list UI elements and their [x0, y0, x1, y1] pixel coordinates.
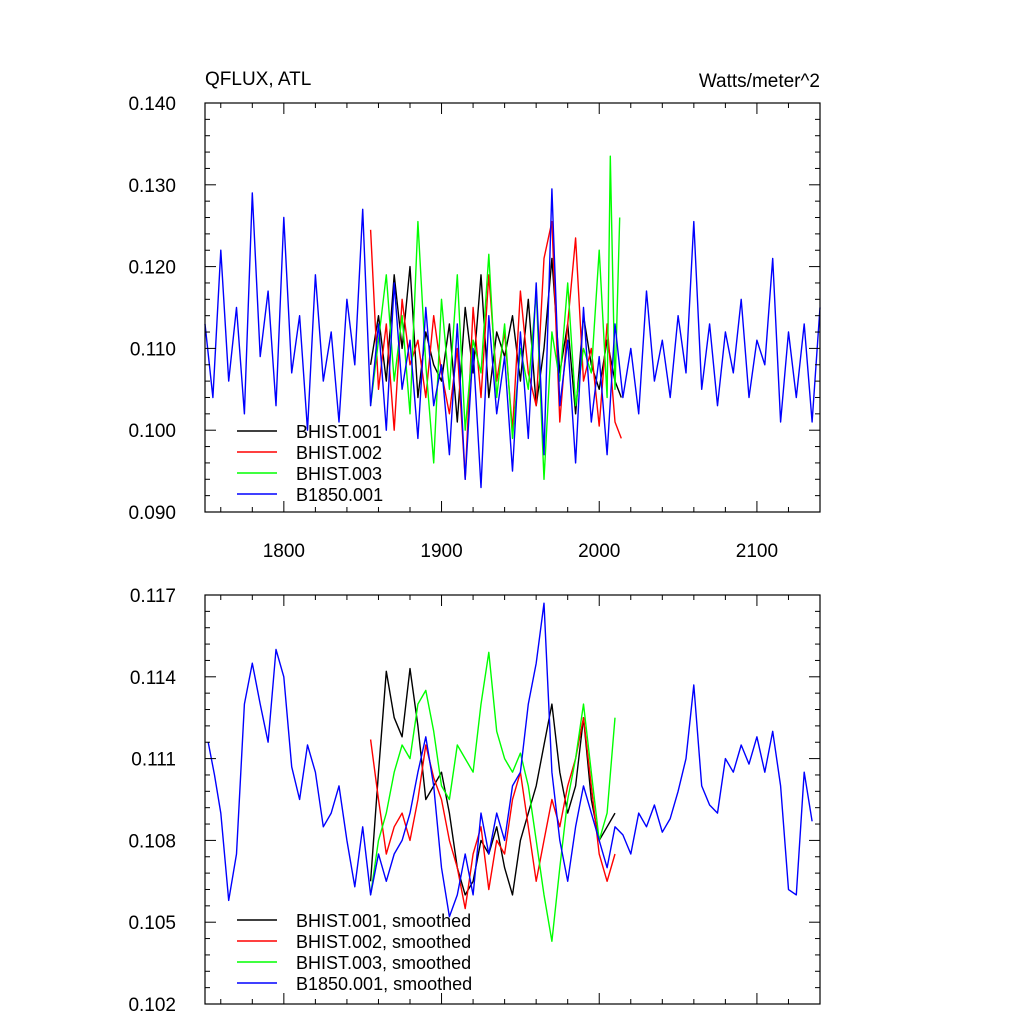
legend-label: B1850.001: [296, 485, 383, 505]
legend-label: BHIST.002, smoothed: [296, 932, 471, 952]
x-tick-label: 1800: [263, 541, 305, 562]
top-panel: QFLUX, ATL Watts/meter^2 0.090 0.100 0.110…: [128, 69, 821, 562]
plot-frame: [204, 102, 821, 513]
y-tick-label: 0.090: [128, 503, 176, 524]
y-tick-label: 0.108: [128, 831, 176, 852]
y-tick-label: 0.102: [128, 995, 176, 1016]
legend-label: BHIST.003, smoothed: [296, 953, 471, 973]
legend-label: BHIST.003: [296, 464, 382, 484]
y-tick-label: 0.114: [130, 668, 177, 689]
y-tick-label: 0.105: [128, 913, 176, 934]
y-tick-label: 0.110: [130, 339, 176, 360]
x-tick-label: 2000: [578, 541, 620, 562]
panel-title-left: QFLUX, ATL: [205, 69, 311, 90]
panel-title-right: Watts/meter^2: [699, 71, 820, 92]
series-line-bhist-003-smoothed: [369, 651, 616, 942]
y-tick-label: 0.117: [130, 586, 176, 607]
series-line-b1850-001-smoothed: [207, 602, 813, 918]
plot-frame: [204, 594, 821, 1005]
x-tick-label: 1900: [420, 541, 462, 562]
y-tick-label: 0.130: [128, 176, 176, 197]
legend-label: BHIST.002: [296, 443, 382, 463]
y-tick-label: 0.111: [131, 750, 176, 771]
series-line-b1850-001: [204, 188, 821, 489]
legend-label: B1850.001, smoothed: [296, 974, 472, 994]
series-line-bhist-001-smoothed: [369, 667, 616, 896]
legend-label: BHIST.001, smoothed: [296, 911, 471, 931]
y-tick-label: 0.100: [128, 421, 176, 442]
bottom-panel: 0.102 0.105 0.108 0.111 0.114 0.117 BHIST.001,…: [128, 586, 821, 1016]
legend-label: BHIST.001: [296, 422, 382, 442]
x-tick-label: 2100: [736, 541, 778, 562]
y-tick-label: 0.120: [128, 258, 176, 279]
y-tick-label: 0.140: [128, 94, 176, 115]
